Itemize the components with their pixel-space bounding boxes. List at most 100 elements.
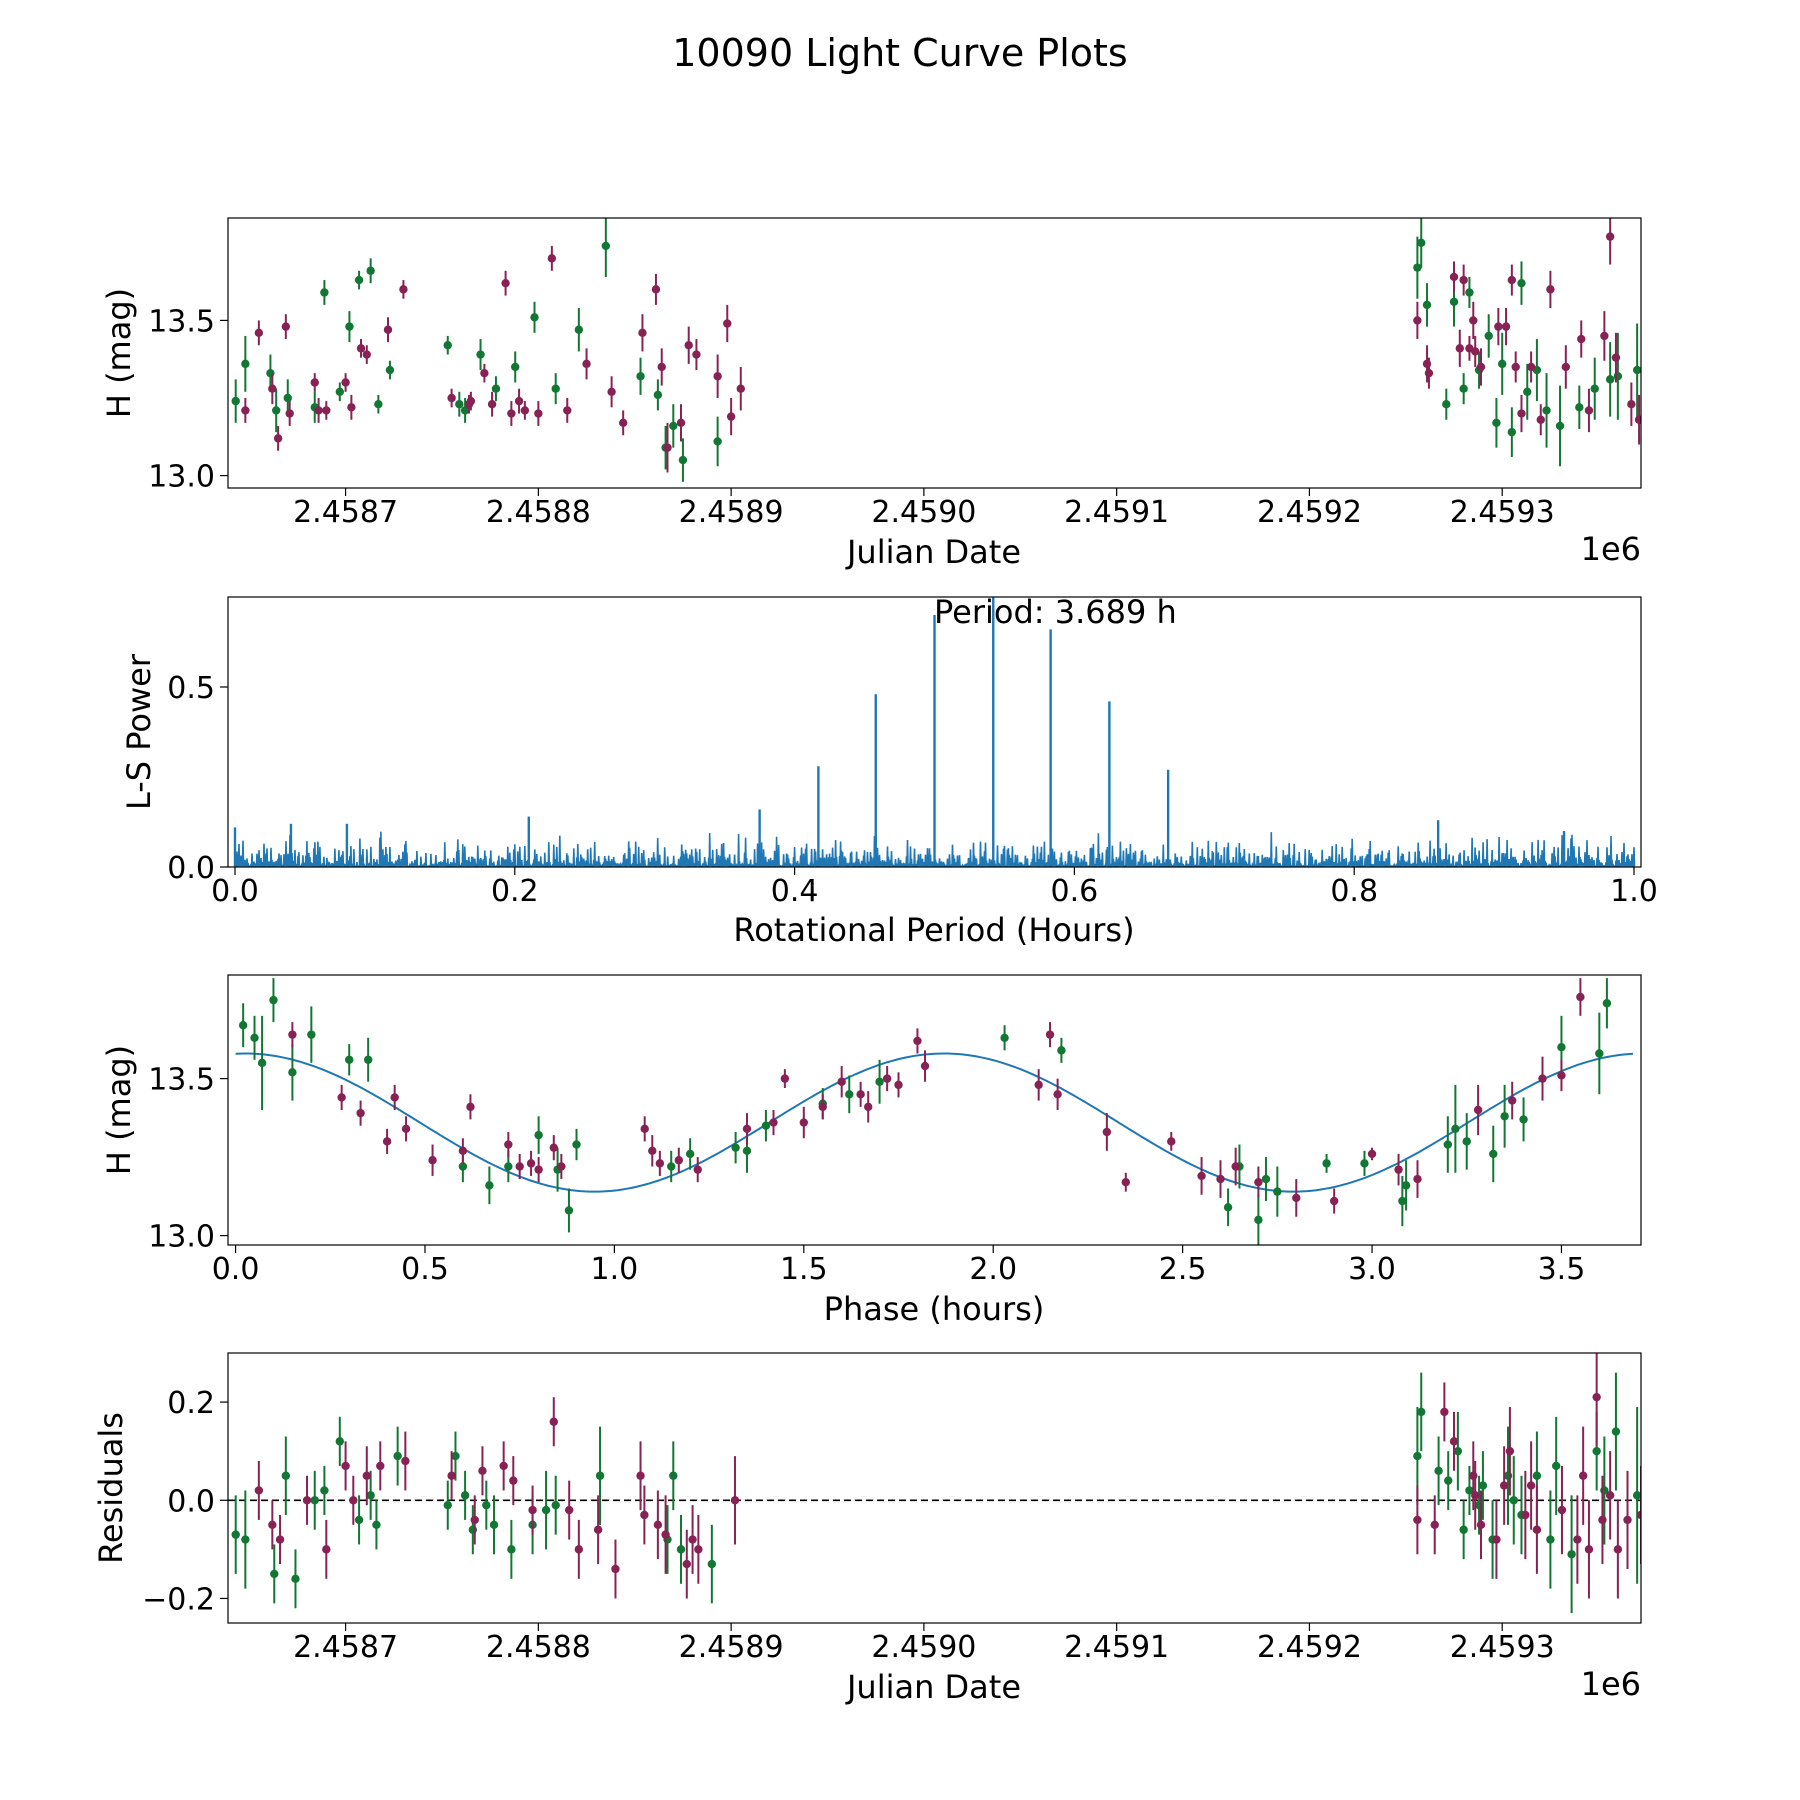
residuals-point-magenta xyxy=(376,1461,385,1471)
light-curve-point-magenta xyxy=(383,325,393,334)
light-curve-point-magenta xyxy=(692,350,701,359)
light-curve-point-magenta xyxy=(322,406,331,415)
phased-curve-point-magenta xyxy=(526,1159,536,1168)
phased-curve-point-magenta xyxy=(549,1143,558,1152)
residuals-point-magenta xyxy=(1471,1491,1480,1500)
phased-curve-panel: 0.0 0.5 1.0 1.5 2.0 2.5 3.0 3.5 13.0 13.5 Phase (… xyxy=(100,974,1642,1328)
periodogram-x-tick-label: 0.2 xyxy=(491,874,539,909)
light-curve-point-magenta xyxy=(1459,275,1468,285)
light-curve-point-magenta xyxy=(1526,362,1536,372)
residuals-panel: 2.4587 2.4588 2.4589 2.4590 2.4591 2.4592 2.45… xyxy=(92,1352,1642,1706)
light-curve-point-green xyxy=(1413,263,1422,272)
phased-curve-point-magenta xyxy=(356,1108,365,1118)
residuals-point-green xyxy=(335,1437,345,1446)
light-curve-point-green xyxy=(601,241,611,251)
light-curve-x-tick-label: 2.4587 xyxy=(293,495,398,530)
residuals-point-magenta xyxy=(1532,1525,1542,1534)
residuals-point-green xyxy=(1459,1525,1468,1534)
residuals-point-green xyxy=(507,1545,516,1554)
light-curve-point-magenta xyxy=(1517,409,1526,418)
light-curve-data xyxy=(231,218,1641,482)
residuals-point-green xyxy=(551,1500,560,1510)
light-curve-point-magenta xyxy=(1501,322,1511,331)
light-curve-point-green xyxy=(1575,403,1584,412)
light-curve-point-magenta xyxy=(362,350,371,359)
phased-curve-point-green xyxy=(250,1033,259,1042)
phased-curve-point-magenta xyxy=(504,1140,513,1149)
residuals-y-tick-label: 0.2 xyxy=(167,1386,215,1421)
phased-curve-point-magenta xyxy=(1557,1071,1566,1080)
phased-curve-point-green xyxy=(1489,1149,1498,1159)
light-curve-point-magenta xyxy=(273,434,283,443)
residuals-point-green xyxy=(231,1530,240,1539)
light-curve-point-magenta xyxy=(507,409,516,418)
light-curve-point-green xyxy=(1590,384,1599,393)
periodogram-y-tick-label: 0.0 xyxy=(167,851,215,886)
light-curve-y-axis-label: H (mag) xyxy=(100,288,138,418)
residuals-x-tick-label: 2.4592 xyxy=(1257,1630,1362,1665)
phased-curve-x-tick-label: 0.5 xyxy=(401,1252,449,1287)
phased-curve-point-magenta xyxy=(1197,1171,1206,1181)
residuals-point-green xyxy=(451,1451,460,1461)
phased-curve-point-magenta xyxy=(856,1090,865,1099)
phased-curve-point-magenta xyxy=(1254,1178,1263,1187)
phased-curve-point-magenta xyxy=(674,1156,683,1165)
light-curve-point-green xyxy=(231,396,240,406)
light-curve-point-magenta xyxy=(618,418,628,428)
residuals-point-magenta xyxy=(574,1545,584,1554)
residuals-point-magenta xyxy=(447,1471,456,1480)
light-curve-point-magenta xyxy=(1577,334,1586,344)
phased-curve-point-green xyxy=(1322,1159,1331,1168)
phased-curve-point-magenta xyxy=(515,1162,524,1171)
phased-curve-y-tick-label: 13.5 xyxy=(148,1063,215,1098)
residuals-point-magenta xyxy=(636,1471,645,1480)
light-curve-point-magenta xyxy=(547,254,557,263)
phased-curve-point-green xyxy=(363,1055,373,1064)
light-curve-point-magenta xyxy=(1536,415,1545,424)
light-curve-y-tick-label: 13.5 xyxy=(148,304,215,339)
phased-curve-point-green xyxy=(458,1162,468,1171)
residuals-point-magenta xyxy=(509,1476,518,1485)
light-curve-point-green xyxy=(1422,300,1432,310)
light-curve-point-green xyxy=(1442,400,1451,409)
light-curve-point-magenta xyxy=(241,406,250,415)
light-curve-point-magenta xyxy=(1634,415,1641,424)
residuals-point-green xyxy=(1632,1491,1641,1500)
light-curve-point-green xyxy=(1613,372,1623,381)
light-curve-x-tick-label: 2.4589 xyxy=(679,495,784,530)
light-curve-point-magenta xyxy=(399,285,408,294)
phased-curve-point-magenta xyxy=(864,1102,873,1112)
phased-curve-point-green xyxy=(731,1143,740,1152)
light-curve-point-magenta xyxy=(501,278,510,288)
residuals-point-magenta xyxy=(593,1525,603,1534)
light-curve-point-green xyxy=(354,275,364,285)
periodogram-x-tick-label: 0.0 xyxy=(211,874,259,909)
residuals-point-green xyxy=(676,1545,686,1554)
residuals-point-magenta xyxy=(1413,1515,1422,1525)
light-curve-point-magenta xyxy=(1476,362,1486,372)
light-curve-point-magenta xyxy=(1561,362,1571,372)
residuals-point-green xyxy=(270,1569,279,1579)
residuals-x-axis-label: Julian Date xyxy=(845,1668,1021,1706)
light-curve-point-magenta xyxy=(726,412,736,421)
periodogram-y-tick-label: 0.5 xyxy=(167,671,215,706)
phased-curve-point-magenta xyxy=(818,1102,827,1112)
periodogram-x-tick-label: 0.8 xyxy=(1330,874,1378,909)
figure-title: 10090 Light Curve Plots xyxy=(672,31,1127,75)
light-curve-x-tick-label: 2.4592 xyxy=(1257,495,1362,530)
residuals-point-magenta xyxy=(275,1535,285,1544)
light-curve-point-green xyxy=(1632,365,1641,375)
phased-curve-point-magenta xyxy=(655,1159,665,1168)
residuals-point-green xyxy=(1413,1451,1422,1461)
residuals-point-green xyxy=(1567,1550,1576,1559)
light-curve-point-green xyxy=(1507,427,1517,437)
residuals-point-magenta xyxy=(362,1471,371,1480)
light-curve-point-magenta xyxy=(1469,316,1478,325)
phased-curve-point-magenta xyxy=(1053,1090,1062,1099)
phased-curve-point-magenta xyxy=(648,1146,657,1156)
light-curve-point-magenta xyxy=(723,319,732,328)
light-curve-point-green xyxy=(1555,421,1565,431)
light-curve-point-magenta xyxy=(268,384,277,393)
phased-curve-point-magenta xyxy=(799,1118,809,1127)
